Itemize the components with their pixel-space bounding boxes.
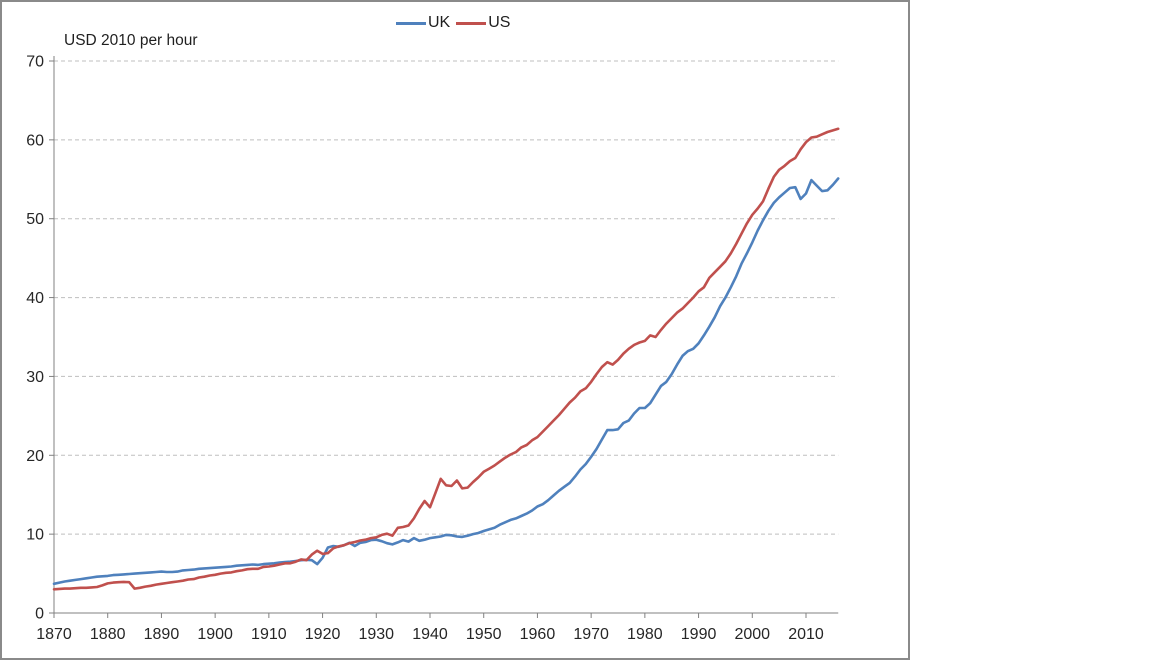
x-tick-label: 1930: [358, 626, 394, 643]
legend[interactable]: UK US: [396, 14, 510, 32]
x-tick-label: 1940: [412, 626, 448, 643]
x-tick-label: 1960: [520, 626, 556, 643]
x-tick-label: 1910: [251, 626, 287, 643]
plot-area[interactable]: 0 10 20 30 40 50 60 70 1870 1880 1890 1900 1910 1920 1…: [2, 2, 908, 658]
y-tick-label: 10: [26, 527, 44, 544]
chart-title: USD 2010 per hour: [64, 32, 198, 49]
x-tick-label: 1950: [466, 626, 502, 643]
uk-line-swatch-icon: [396, 21, 426, 25]
x-tick-label: 2010: [788, 626, 824, 643]
legend-label-us: US: [488, 14, 511, 31]
us-line-swatch-icon: [456, 21, 487, 25]
x-tick-label: 1970: [573, 626, 609, 643]
y-tick-label: 60: [26, 132, 44, 149]
x-tick-label: 1900: [197, 626, 233, 643]
legend-item-us[interactable]: US: [456, 14, 510, 32]
x-tick-label: 2000: [734, 626, 770, 643]
x-tick-label: 1880: [90, 626, 126, 643]
chart-frame: 0 10 20 30 40 50 60 70 1870 1880 1890 1900 1910 1920 1…: [0, 0, 910, 660]
y-tick-label: 40: [26, 290, 44, 307]
y-tick-label: 50: [26, 211, 44, 228]
x-tick-label: 1990: [681, 626, 717, 643]
legend-item-uk[interactable]: UK: [396, 14, 450, 32]
x-tick-label: 1980: [627, 626, 663, 643]
y-tick-label: 70: [26, 54, 44, 71]
y-tick-label: 0: [35, 606, 44, 623]
x-tick-label: 1920: [305, 626, 341, 643]
x-tick-label: 1870: [36, 626, 72, 643]
us-series-line[interactable]: [52, 127, 840, 591]
y-tick-label: 30: [26, 369, 44, 386]
legend-label-uk: UK: [428, 14, 451, 31]
uk-series-line[interactable]: [52, 177, 840, 586]
y-tick-label: 20: [26, 448, 44, 465]
x-tick-label: 1890: [144, 626, 180, 643]
